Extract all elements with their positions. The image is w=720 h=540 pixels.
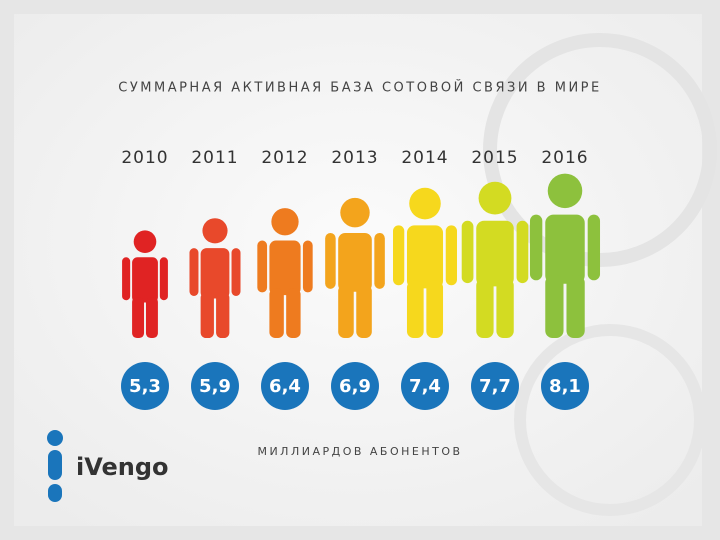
leg <box>338 284 354 338</box>
year-label: 2013 <box>331 148 378 168</box>
person <box>393 187 457 338</box>
arm <box>516 220 529 284</box>
person <box>122 230 168 338</box>
arm <box>393 225 405 286</box>
arm <box>461 220 474 284</box>
chart-title: СУММАРНАЯ АКТИВНАЯ БАЗА СОТОВОЙ СВЯЗИ В … <box>118 80 601 96</box>
value-badge <box>191 362 239 410</box>
torso <box>406 225 444 289</box>
year-label: 2010 <box>121 148 168 168</box>
head <box>478 181 512 215</box>
person <box>461 181 529 338</box>
head <box>202 218 228 244</box>
leg <box>216 292 230 338</box>
torso <box>545 214 585 284</box>
arm <box>529 214 543 281</box>
value-label: 7,7 <box>479 376 511 397</box>
leg <box>545 275 564 338</box>
leg <box>406 280 424 338</box>
leg <box>566 275 585 338</box>
value-badge <box>541 362 589 410</box>
torso <box>338 232 372 292</box>
head <box>133 230 157 254</box>
value-label: 6,9 <box>339 376 371 397</box>
arm <box>257 240 268 293</box>
arm <box>325 232 336 289</box>
head <box>409 187 441 220</box>
leg <box>476 278 494 338</box>
value-badge <box>331 362 379 410</box>
person <box>257 208 313 338</box>
year-label: 2014 <box>401 148 448 168</box>
value-badge <box>401 362 449 410</box>
value-badge <box>121 362 169 410</box>
head <box>271 208 299 236</box>
value-badge <box>261 362 309 410</box>
leg <box>426 280 444 338</box>
decor <box>514 324 706 516</box>
value-label: 6,4 <box>269 376 301 397</box>
torso <box>200 248 230 299</box>
person <box>189 218 241 338</box>
arm <box>122 257 131 301</box>
torso <box>132 257 158 303</box>
logo-text: iVengo <box>76 453 169 481</box>
arm <box>189 248 199 296</box>
arm <box>374 232 385 289</box>
torso <box>269 240 301 296</box>
person <box>529 173 601 338</box>
leg <box>496 278 514 338</box>
leg <box>132 297 145 338</box>
head <box>547 173 583 209</box>
value-label: 5,9 <box>199 376 231 397</box>
arm <box>231 248 241 296</box>
arm <box>587 214 601 281</box>
value-label: 5,3 <box>129 376 161 397</box>
arm <box>159 257 168 301</box>
leg <box>356 284 372 338</box>
year-label: 2011 <box>191 148 238 168</box>
year-label: 2015 <box>471 148 518 168</box>
leg <box>200 292 214 338</box>
leg <box>286 288 301 338</box>
footnote: МИЛЛИАРДОВ АБОНЕНТОВ <box>257 445 462 458</box>
head <box>340 197 370 228</box>
torso <box>476 220 514 287</box>
arm <box>302 240 313 293</box>
leg <box>145 297 158 338</box>
arm <box>445 225 457 286</box>
year-label: 2016 <box>541 148 588 168</box>
leg <box>269 288 284 338</box>
logo-icon <box>47 430 63 502</box>
year-label: 2012 <box>261 148 308 168</box>
value-label: 7,4 <box>409 376 441 397</box>
value-badge <box>471 362 519 410</box>
value-label: 8,1 <box>549 376 581 397</box>
person <box>325 197 385 338</box>
